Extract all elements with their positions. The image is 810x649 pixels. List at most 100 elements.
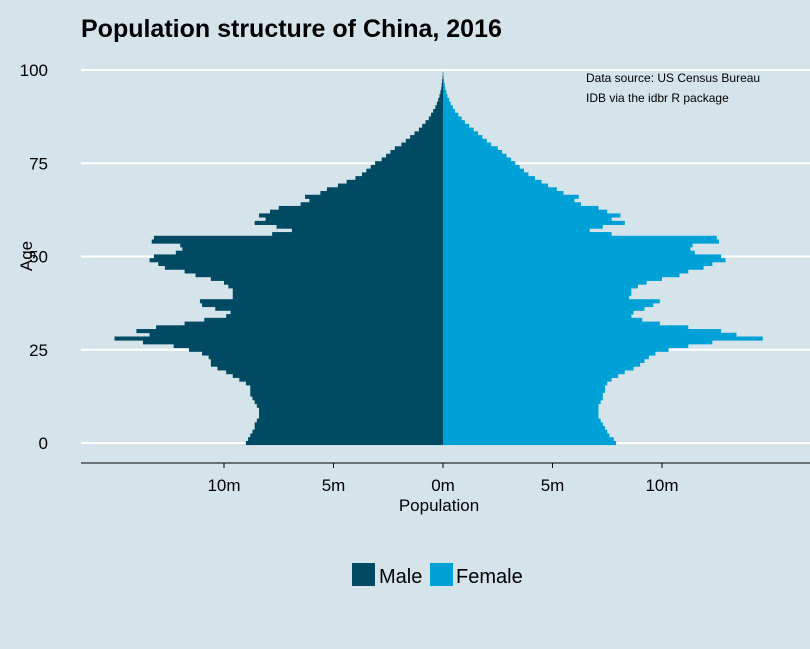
bar-male-age-55 (153, 235, 444, 240)
bar-female-age-10 (443, 403, 599, 408)
bar-male-age-48 (158, 261, 444, 267)
legend-swatch-male (352, 563, 375, 586)
bar-male-age-42 (228, 284, 443, 289)
bar-male-age-84 (418, 127, 443, 132)
bar-female-age-52 (443, 246, 691, 252)
bar-female-age-42 (443, 284, 638, 289)
bar-male-age-11 (254, 399, 443, 405)
bar-male-age-27 (142, 340, 443, 345)
bar-male-age-66 (305, 194, 443, 199)
bar-male-age-79 (394, 146, 443, 151)
bar-male-age-81 (405, 138, 443, 143)
bar-male-age-17 (239, 377, 443, 382)
bar-male-age-32 (184, 321, 443, 326)
bar-male-age-44 (210, 276, 443, 281)
bar-female-age-36 (443, 306, 645, 311)
y-tick-labels: 0 25 50 75 100 (20, 61, 48, 453)
bar-female-age-51 (443, 250, 695, 255)
bar-female-age-59 (443, 220, 625, 225)
bar-male-age-38 (199, 299, 443, 304)
bar-female-age-80 (443, 142, 492, 147)
bar-male-age-20 (217, 366, 443, 371)
bar-male-age-29 (149, 332, 444, 337)
bar-male-age-69 (337, 183, 443, 188)
bar-female-age-38 (443, 299, 660, 304)
bar-female-age-44 (443, 276, 662, 281)
bar-female-age-34 (443, 314, 632, 319)
bar-male-age-60 (265, 217, 443, 222)
bar-male-age-90 (435, 105, 443, 110)
bar-female-age-55 (443, 235, 717, 240)
bar-female-age-91 (443, 101, 451, 106)
bar-male-age-0 (245, 440, 443, 446)
bar-female-age-49 (443, 258, 726, 263)
bar-female-age-23 (443, 355, 649, 360)
bar-female-age-94 (443, 90, 447, 95)
x-axis-title: Population (399, 496, 479, 515)
bar-female-age-43 (443, 280, 647, 285)
bar-female-age-68 (443, 187, 557, 192)
bar-female-age-61 (443, 213, 621, 218)
bar-male-age-91 (436, 101, 443, 106)
bar-female-age-58 (443, 224, 603, 229)
bar-female-age-26 (443, 343, 689, 349)
bar-female-age-37 (443, 302, 654, 308)
bar-male-age-43 (224, 280, 443, 285)
bar-female-age-11 (443, 399, 601, 405)
x-tick-label: 5m (322, 476, 346, 495)
y-tick-label-100: 100 (20, 61, 48, 80)
bar-female-age-17 (443, 377, 612, 382)
x-axis-ticks: 10m 5m 0m 5m 10m (207, 463, 679, 495)
bar-male-age-19 (226, 370, 443, 375)
bar-male-age-3 (252, 429, 443, 434)
x-tick-label: 5m (541, 476, 565, 495)
bar-male-age-4 (254, 426, 443, 431)
bar-female-age-88 (443, 112, 459, 117)
bar-female-age-56 (443, 232, 612, 237)
bar-male-age-7 (259, 414, 443, 419)
bar-female-age-25 (443, 347, 669, 352)
bar-female-age-31 (443, 325, 689, 330)
bar-female-age-96 (443, 82, 445, 87)
bar-female-age-62 (443, 209, 608, 214)
bar-male-age-96 (441, 82, 443, 87)
bar-male-age-67 (320, 191, 443, 196)
bar-female-age-19 (443, 370, 625, 375)
bar-male-age-45 (195, 273, 443, 278)
bar-female-age-46 (443, 269, 689, 274)
bar-female-age-75 (443, 161, 516, 166)
bars (114, 71, 763, 446)
bar-male-age-1 (248, 437, 443, 442)
bar-female-age-64 (443, 202, 581, 207)
bar-male-age-35 (230, 310, 443, 315)
bar-female-age-1 (443, 437, 614, 442)
bar-female-age-50 (443, 254, 722, 259)
bar-female-age-0 (443, 440, 617, 446)
bar-male-age-62 (269, 209, 443, 214)
bar-male-age-75 (375, 161, 443, 166)
bar-female-age-16 (443, 381, 608, 386)
bar-male-age-49 (149, 258, 444, 263)
legend-label-male: Male (379, 566, 422, 588)
bar-female-age-4 (443, 426, 606, 431)
bar-female-age-32 (443, 321, 660, 326)
bar-female-age-14 (443, 388, 606, 393)
bar-female-age-98 (443, 75, 444, 80)
bar-male-age-64 (300, 202, 443, 207)
bar-male-age-68 (326, 187, 443, 192)
bar-male-age-14 (250, 388, 443, 393)
bar-male-age-83 (414, 131, 443, 136)
bar-male-age-61 (259, 213, 443, 218)
bar-male-age-33 (204, 317, 443, 322)
bar-male-age-87 (428, 116, 443, 121)
bar-male-age-58 (276, 224, 443, 229)
bar-male-age-28 (114, 336, 443, 341)
bar-female-age-18 (443, 373, 619, 378)
data-source-note-line2: IDB via the idbr R package (586, 91, 729, 105)
bar-male-age-21 (210, 362, 443, 367)
bar-male-age-54 (151, 239, 444, 244)
bar-female-age-22 (443, 358, 645, 364)
bar-female-age-6 (443, 418, 601, 423)
bar-female-age-35 (443, 310, 634, 315)
